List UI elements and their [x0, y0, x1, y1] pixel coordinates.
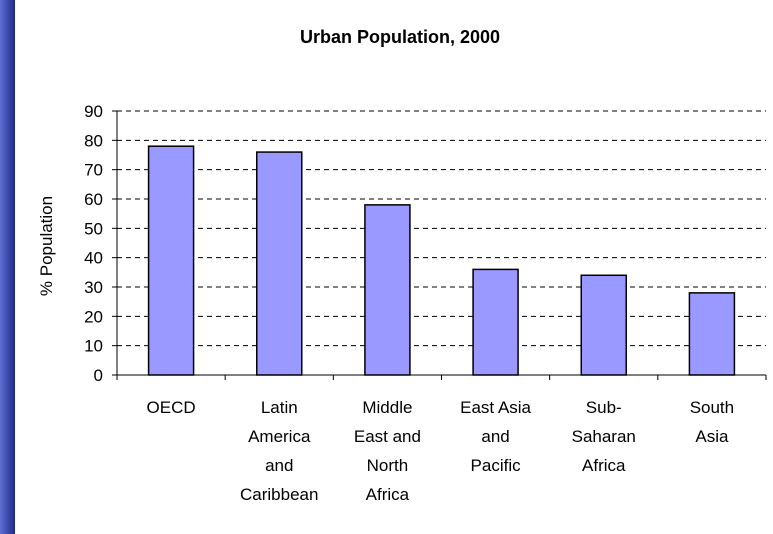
y-tick-label-90: 90: [84, 102, 103, 121]
y-tick-label-30: 30: [84, 278, 103, 297]
category-label-0-line-0: OECD: [147, 398, 196, 417]
bar-1: [256, 151, 303, 376]
bar-4: [580, 274, 627, 376]
y-tick-label-0: 0: [94, 366, 103, 385]
y-tick-label-50: 50: [84, 219, 103, 238]
category-label-4-line-0: Sub-: [586, 398, 622, 417]
bars: [147, 145, 736, 376]
bar-3: [472, 268, 519, 376]
gridlines: [117, 110, 766, 347]
bar-5: [688, 292, 736, 376]
y-tick-label-60: 60: [84, 190, 103, 209]
category-label-2-line-2: North: [367, 456, 409, 475]
category-label-2-line-3: Africa: [366, 485, 410, 504]
category-label-4-line-2: Africa: [582, 456, 626, 475]
category-label-3-line-0: East Asia: [460, 398, 531, 417]
category-label-3-line-1: and: [481, 427, 509, 446]
y-axis-title: % Population: [37, 196, 56, 296]
y-tick-label-20: 20: [84, 307, 103, 326]
y-tick-label-40: 40: [84, 249, 103, 268]
category-label-2-line-0: Middle: [362, 398, 412, 417]
category-label-1-line-2: and: [265, 456, 293, 475]
y-tick-label-70: 70: [84, 161, 103, 180]
category-label-4-line-1: Saharan: [572, 427, 636, 446]
category-label-3-line-2: Pacific: [471, 456, 522, 475]
y-tick-label-10: 10: [84, 337, 103, 356]
bar-2: [364, 204, 411, 376]
y-tick-label-80: 80: [84, 131, 103, 150]
axes: [112, 110, 767, 380]
slide-frame-edge: [0, 0, 15, 534]
category-label-1-line-0: Latin: [261, 398, 298, 417]
bar-0: [147, 145, 195, 376]
category-label-5-line-1: Asia: [695, 427, 729, 446]
category-label-1-line-3: Caribbean: [240, 485, 318, 504]
category-label-5-line-0: South: [690, 398, 734, 417]
x-category-labels: OECD Latin America and Caribbean Middle East a…: [147, 398, 735, 504]
category-label-2-line-1: East and: [354, 427, 421, 446]
y-tick-labels: 0 10 20 30 40 50 60 70 80 90: [84, 102, 103, 385]
chart-title: Urban Population, 2000: [300, 27, 500, 47]
category-label-1-line-1: America: [248, 427, 311, 446]
